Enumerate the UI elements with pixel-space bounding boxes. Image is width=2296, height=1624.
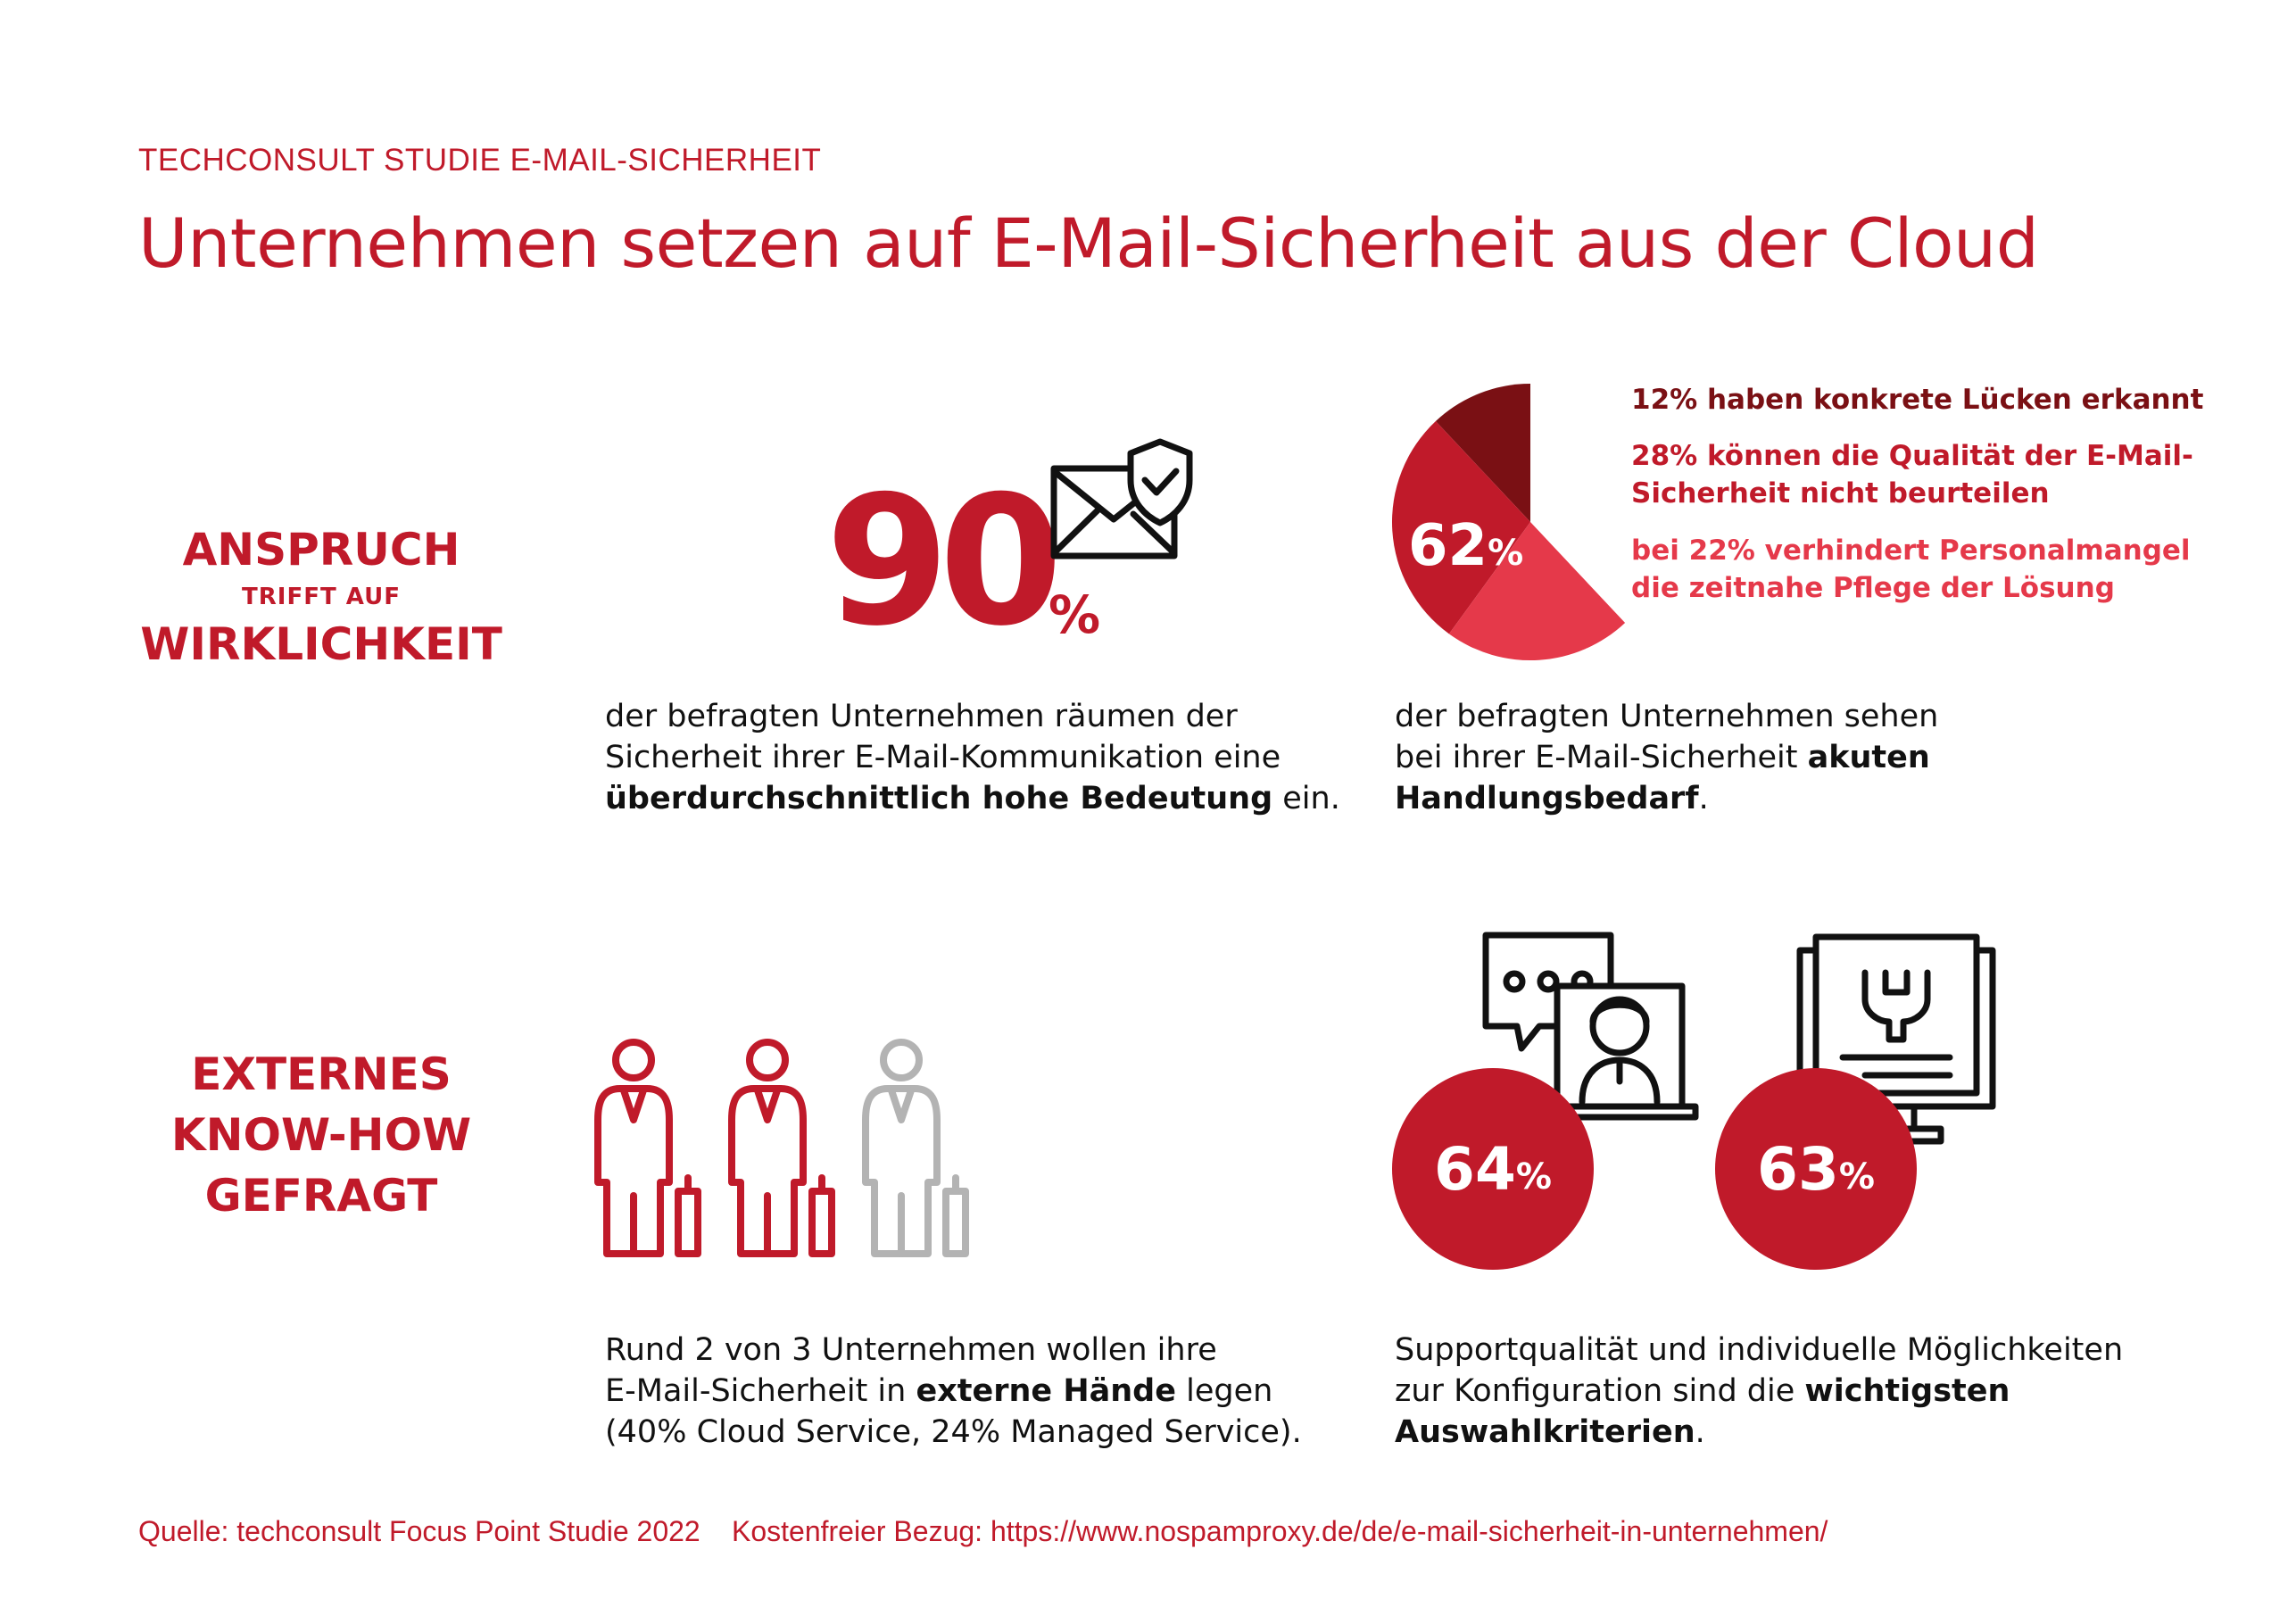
text-span: zur Konfiguration sind die xyxy=(1395,1373,1805,1409)
legend-line: 28% können die Qualität der E-Mail- xyxy=(1631,440,2193,472)
pie-chart xyxy=(1392,384,1626,660)
page-title: Unternehmen setzen auf E-Mail-Sicherheit… xyxy=(138,203,2039,283)
text-bold: Handlungsbedarf xyxy=(1395,781,1699,816)
legend-line: 12% haben konkrete Lücken erkannt xyxy=(1631,384,2204,416)
stat-90-value: 90 xyxy=(825,458,1063,666)
section-label-line: ANSPRUCH xyxy=(182,524,460,576)
pie-total-value: 62 xyxy=(1408,513,1488,579)
text-bold: wichtigsten xyxy=(1804,1373,2010,1409)
text-bold: akuten xyxy=(1807,740,1930,775)
text-end: . xyxy=(1695,1414,1705,1450)
section-label-line: WIRKLICHKEIT xyxy=(140,618,502,670)
support-agent-icon xyxy=(1482,932,1699,1121)
people-pictogram xyxy=(594,1039,969,1257)
legend-line: bei 22% verhindert Personalmangel xyxy=(1631,534,2191,567)
criteria-text: Supportqualität und individuelle Möglich… xyxy=(1395,1330,2123,1453)
section-label-line: KNOW-HOW xyxy=(170,1109,472,1161)
person-icon xyxy=(862,1039,969,1257)
text-end: . xyxy=(1698,781,1709,816)
external-text: Rund 2 von 3 Unternehmen wollen ihre E-M… xyxy=(605,1330,1302,1453)
pie-slice-3 xyxy=(1448,522,1626,660)
footer-link[interactable]: Kostenfreier Bezug: https://www.nospampr… xyxy=(732,1515,1828,1547)
envelope-shield-icon xyxy=(1050,438,1193,559)
section-label-line: EXTERNES xyxy=(191,1048,452,1100)
stat-63-circle: 63% xyxy=(1715,1068,1917,1270)
text-span: E-Mail-Sicherheit in xyxy=(605,1373,916,1409)
text-bold: überdurchschnittlich hohe Bedeutung xyxy=(605,781,1273,816)
section-label-line: TRIFFT AUF xyxy=(242,584,401,610)
text-line: Sicherheit ihrer E-Mail-Kommunikation ei… xyxy=(605,740,1281,775)
text-line: (40% Cloud Service, 24% Managed Service)… xyxy=(605,1414,1302,1450)
person-icon xyxy=(728,1039,835,1257)
text-line: E-Mail-Sicherheit in externe Hände legen xyxy=(605,1371,1302,1412)
legend-entry-3: bei 22% verhindert Personalmangel die ze… xyxy=(1631,532,2191,607)
action-text: der befragten Unternehmen sehen bei ihre… xyxy=(1395,696,1938,819)
stat-64-value: 64 xyxy=(1434,1134,1516,1204)
legend-entry-2: 28% können die Qualität der E-Mail- Sich… xyxy=(1631,437,2193,512)
text-line: zur Konfiguration sind die wichtigsten xyxy=(1395,1371,2123,1412)
text-bold: Auswahlkriterien xyxy=(1395,1414,1695,1450)
text-line: der befragten Unternehmen sehen xyxy=(1395,699,1939,734)
legend-line: Sicherheit nicht beurteilen xyxy=(1631,477,2050,510)
legend-line: die zeitnahe Pflege der Lösung xyxy=(1631,572,2115,604)
pie-total-unit: % xyxy=(1488,533,1524,574)
text-end: ein. xyxy=(1272,781,1340,816)
kicker: TECHCONSULT STUDIE E-MAIL-SICHERHEIT xyxy=(138,143,822,178)
stat-64-unit: % xyxy=(1515,1156,1552,1197)
text-line: Handlungsbedarf. xyxy=(1395,778,1938,819)
text-line: der befragten Unternehmen räumen der xyxy=(605,699,1238,734)
text-line: Supportqualität und individuelle Möglich… xyxy=(1395,1332,2124,1368)
section-label-anspruch: ANSPRUCH TRIFFT AUF WIRKLICHKEIT xyxy=(125,522,518,672)
section-label-extern: EXTERNES KNOW-HOW GEFRAGT xyxy=(125,1044,518,1226)
text-span: bei ihrer E-Mail-Sicherheit xyxy=(1395,740,1808,775)
text-line: bei ihrer E-Mail-Sicherheit akuten xyxy=(1395,737,1938,778)
text-bold: externe Hände xyxy=(916,1373,1176,1409)
text-span: legen xyxy=(1175,1373,1273,1409)
pie-slice-1 xyxy=(1435,384,1530,522)
section-label-line: GEFRAGT xyxy=(204,1170,438,1222)
stat-63-unit: % xyxy=(1838,1156,1875,1197)
stat-64-circle: 64% xyxy=(1392,1068,1594,1270)
importance-text: der befragten Unternehmen räumen der Sic… xyxy=(605,696,1340,819)
text-line: überdurchschnittlich hohe Bedeutung ein. xyxy=(605,778,1340,819)
stat-90-unit: % xyxy=(1049,584,1101,645)
text-line: Auswahlkriterien. xyxy=(1395,1412,2123,1453)
footer-source: Quelle: techconsult Focus Point Studie 2… xyxy=(138,1515,700,1547)
monitor-tools-icon xyxy=(1796,933,1996,1145)
legend-entry-1: 12% haben konkrete Lücken erkannt xyxy=(1631,381,2203,418)
person-icon xyxy=(594,1039,701,1257)
pie-total-label: 62% xyxy=(1408,513,1523,579)
text-line: Rund 2 von 3 Unternehmen wollen ihre xyxy=(605,1332,1217,1368)
pie-slice-2 xyxy=(1392,421,1530,634)
stat-63-value: 63 xyxy=(1757,1134,1839,1204)
